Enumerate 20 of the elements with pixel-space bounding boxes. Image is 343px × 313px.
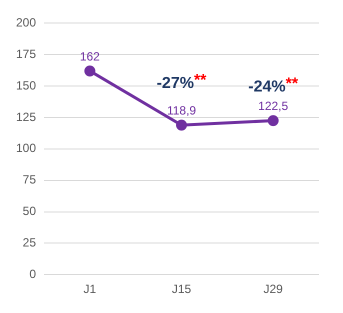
- y-tick-label: 100: [16, 141, 36, 156]
- data-label: 118,9: [166, 103, 196, 118]
- y-tick-label: 50: [22, 204, 36, 218]
- point: [268, 115, 279, 126]
- y-tick-label: 175: [16, 46, 36, 61]
- x-tick-label: J15: [172, 282, 192, 296]
- y-tick-label: 200: [16, 16, 36, 30]
- annotation: -24%**: [248, 76, 299, 96]
- point: [84, 65, 96, 76]
- x-tick-label: J29: [263, 282, 284, 296]
- x-tick-label: J1: [84, 282, 97, 296]
- y-tick-label: 125: [16, 110, 36, 124]
- y-tick-label: 25: [22, 235, 36, 250]
- y-tick-label: 75: [22, 172, 36, 187]
- y-tick-label: 0: [29, 266, 36, 281]
- data-label: 122,5: [258, 98, 289, 113]
- annotation: -27%**: [156, 72, 208, 92]
- point: [176, 120, 188, 131]
- data-label: 162: [80, 49, 100, 64]
- y-tick-label: 150: [16, 78, 36, 92]
